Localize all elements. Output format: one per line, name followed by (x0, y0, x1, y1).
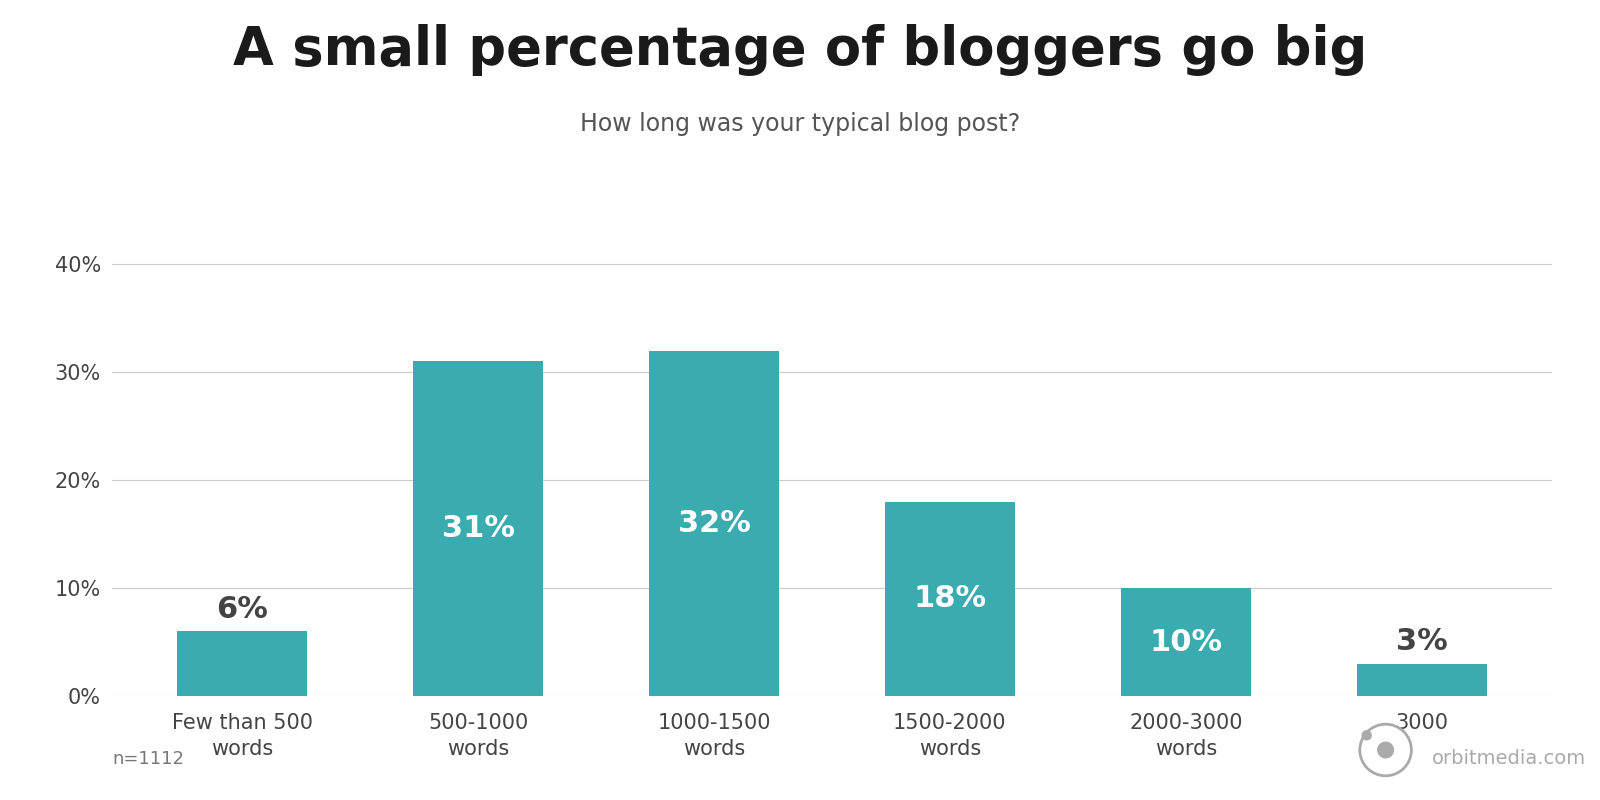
Bar (1122, 588, 1251, 696)
Text: n=1112: n=1112 (112, 750, 184, 768)
Text: 31%: 31% (442, 514, 515, 543)
Text: 32%: 32% (678, 509, 750, 538)
Circle shape (1378, 742, 1394, 758)
Text: 6%: 6% (216, 594, 269, 624)
Bar (1357, 664, 1486, 696)
Bar (885, 502, 1014, 696)
Text: 10%: 10% (1149, 627, 1222, 657)
Text: How long was your typical blog post?: How long was your typical blog post? (579, 112, 1021, 136)
Text: 3%: 3% (1395, 627, 1448, 656)
Text: A small percentage of bloggers go big: A small percentage of bloggers go big (234, 24, 1366, 76)
Bar (650, 350, 779, 696)
Text: orbitmedia.com: orbitmedia.com (1432, 749, 1586, 768)
Bar (178, 631, 307, 696)
Circle shape (1362, 731, 1371, 740)
Bar (413, 362, 542, 696)
Text: 18%: 18% (914, 584, 987, 614)
